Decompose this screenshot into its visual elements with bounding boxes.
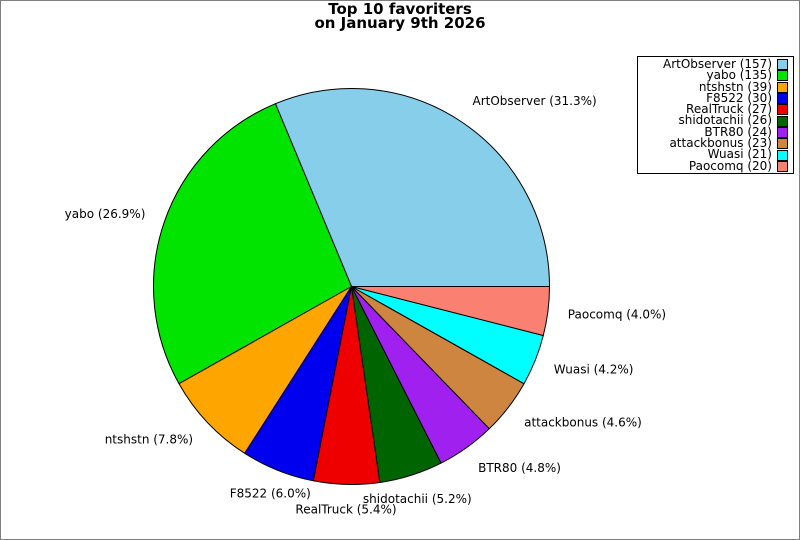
legend-item-label: BTR80 (24): [704, 124, 772, 139]
legend-item-label: F8522 (30): [706, 90, 772, 105]
pie-slice-Paocomq: [351, 286, 550, 336]
legend-item-label: Wuasi (21): [707, 147, 772, 162]
legend-item: Paocomq (20): [643, 158, 788, 173]
legend-item-label: yabo (135): [706, 68, 773, 83]
legend-item: ntshstn (39): [643, 79, 788, 94]
legend-item-label: ArtObserver (157): [663, 57, 772, 71]
legend-swatch: [777, 160, 788, 172]
legend-item: F8522 (30): [643, 90, 788, 105]
pie-slice-yabo: [153, 103, 352, 385]
legend-swatch: [777, 149, 788, 161]
chart-title: Top 10 favoriters on January 9th 2026: [1, 0, 799, 32]
legend-item: shidotachii (26): [643, 113, 788, 128]
pie-slice-label: RealTruck (5.4%): [295, 502, 396, 516]
legend-swatch: [777, 115, 788, 127]
legend-swatch: [777, 126, 788, 138]
legend-item: attackbonus (23): [643, 136, 788, 151]
pie-slice-ntshstn: [178, 286, 352, 454]
legend-item: ArtObserver (157): [643, 57, 788, 71]
pie-slice-label: ArtObserver (31.3%): [473, 94, 597, 108]
legend-item: RealTruck (27): [643, 102, 788, 117]
legend-item-label: attackbonus (23): [669, 136, 772, 151]
chart-title-line1: Top 10 favoriters: [328, 0, 472, 18]
legend-item-label: ntshstn (39): [698, 79, 772, 94]
pie-slice-label: ntshstn (7.8%): [105, 433, 193, 447]
legend-item: Wuasi (21): [643, 147, 788, 162]
pie-slice-label: F8522 (6.0%): [230, 486, 311, 500]
legend-swatch: [777, 59, 788, 71]
pie-slice-label: yabo (26.9%): [65, 207, 146, 221]
legend-swatch: [777, 70, 788, 82]
legend-swatch: [777, 81, 788, 93]
legend-item: BTR80 (24): [643, 124, 788, 139]
pie-slice-label: Paocomq (4.0%): [568, 307, 666, 321]
legend-swatch: [777, 138, 788, 150]
pie-slice-label: attackbonus (4.6%): [524, 416, 642, 430]
legend-item: yabo (135): [643, 68, 788, 83]
pie-slice-ArtObserver: [274, 88, 550, 287]
pie-slice-label: Wuasi (4.2%): [554, 363, 634, 377]
legend: ArtObserver (157) yabo (135) ntshstn (39) F…: [637, 56, 794, 174]
legend-swatch: [777, 104, 788, 116]
pie-slice-label: BTR80 (4.8%): [478, 461, 561, 475]
legend-swatch: [777, 93, 788, 105]
chart-title-line2: on January 9th 2026: [314, 14, 486, 32]
legend-item-label: shidotachii (26): [678, 113, 772, 128]
pie-slice-label: shidotachii (5.2%): [363, 492, 472, 506]
legend-item-label: RealTruck (27): [686, 102, 772, 117]
legend-item-label: Paocomq (20): [688, 158, 772, 173]
